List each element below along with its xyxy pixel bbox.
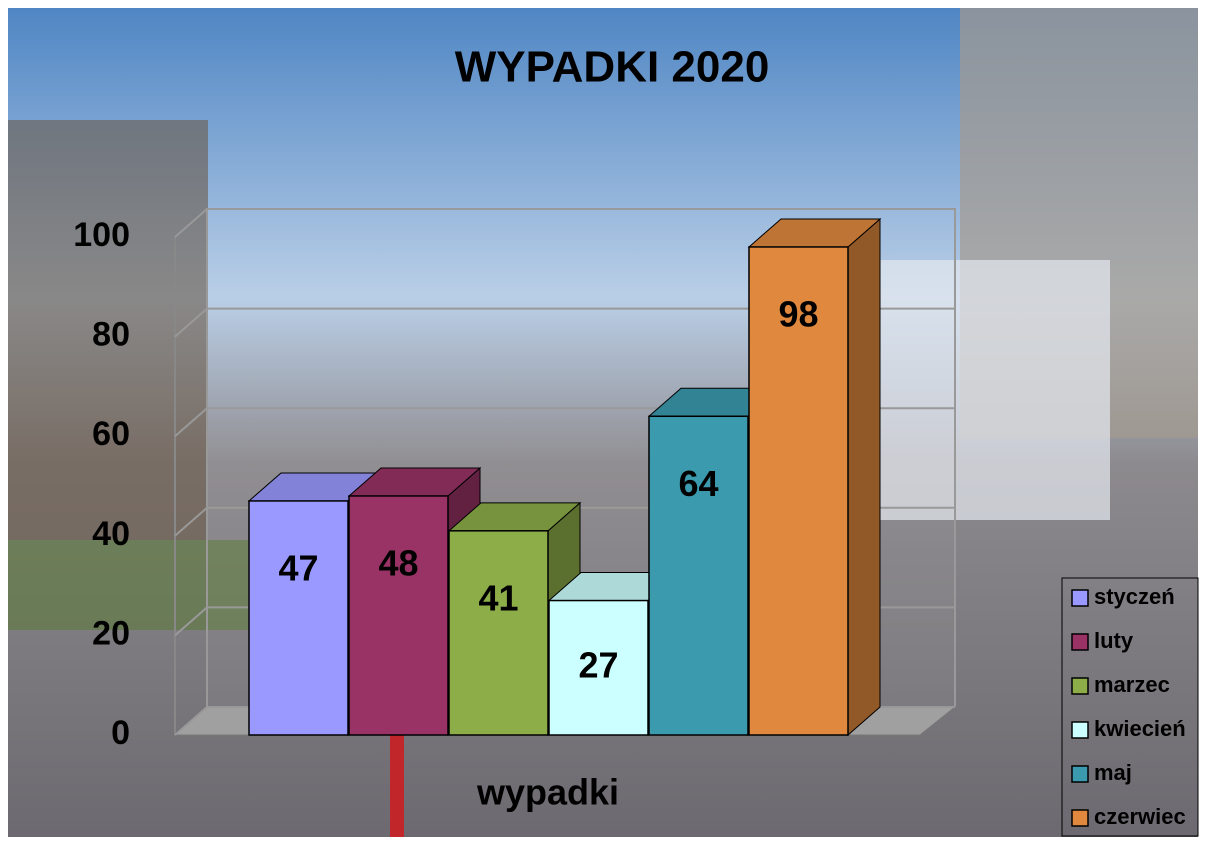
- y-tick-label: 20: [92, 614, 130, 652]
- data-label: 27: [578, 644, 618, 685]
- legend-swatch: [1072, 722, 1088, 738]
- legend-label: czerwiec: [1094, 804, 1186, 829]
- x-axis-category: wypadki: [476, 772, 619, 813]
- y-tick-label: 0: [111, 714, 130, 752]
- bar: [349, 496, 448, 735]
- bar: [249, 501, 348, 735]
- y-tick-label: 80: [92, 316, 130, 354]
- data-label: 64: [678, 463, 718, 504]
- legend-label: marzec: [1094, 672, 1170, 697]
- bar: [449, 531, 548, 735]
- y-tick-label: 40: [92, 515, 130, 553]
- data-label: 48: [378, 542, 418, 583]
- legend-swatch: [1072, 634, 1088, 650]
- data-label: 41: [478, 577, 518, 618]
- legend-label: maj: [1094, 760, 1132, 785]
- legend-swatch: [1072, 810, 1088, 826]
- data-label: 47: [278, 547, 318, 588]
- data-label: 98: [778, 293, 818, 334]
- bar-side: [848, 219, 880, 735]
- legend-swatch: [1072, 590, 1088, 606]
- legend-swatch: [1072, 766, 1088, 782]
- legend-label: kwiecień: [1094, 716, 1186, 741]
- y-tick-label: 60: [92, 415, 130, 453]
- page: WYPADKI 2020 wypadki 0 20 40 60 80 100 47 stycz…: [0, 0, 1206, 845]
- y-tick-label: 100: [73, 216, 130, 254]
- chart: WYPADKI 2020 wypadki 0 20 40 60 80 100 47 stycz…: [0, 0, 1206, 845]
- legend-label: luty: [1094, 628, 1134, 653]
- legend-label: styczeń: [1094, 584, 1175, 609]
- chart-title: WYPADKI 2020: [455, 43, 770, 92]
- legend-swatch: [1072, 678, 1088, 694]
